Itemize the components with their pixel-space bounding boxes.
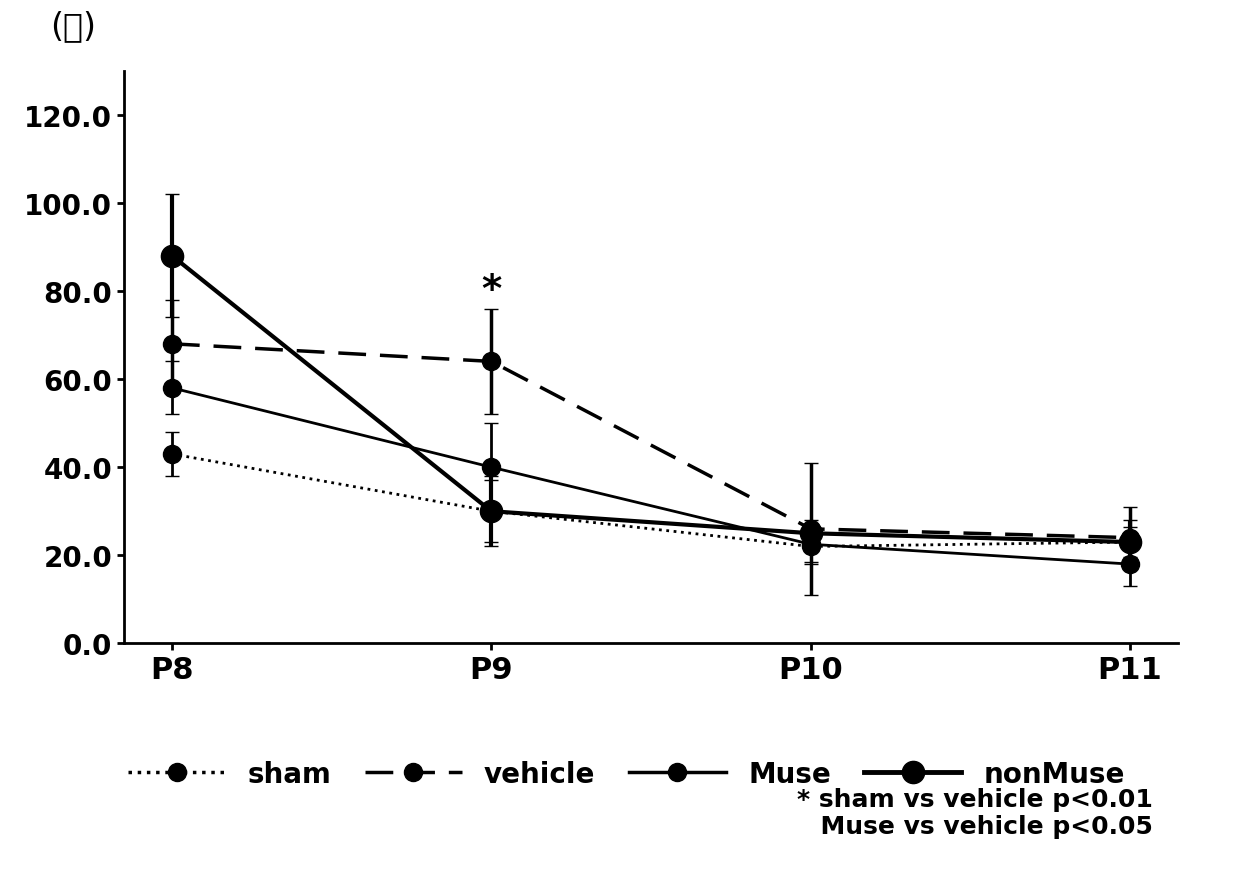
Text: (秒): (秒) xyxy=(50,10,97,43)
Legend: sham, vehicle, Muse, nonMuse: sham, vehicle, Muse, nonMuse xyxy=(117,749,1136,799)
Text: *: * xyxy=(481,271,501,309)
Text: * sham vs vehicle p<0.01
  Muse vs vehicle p<0.05: * sham vs vehicle p<0.01 Muse vs vehicle… xyxy=(797,787,1153,839)
